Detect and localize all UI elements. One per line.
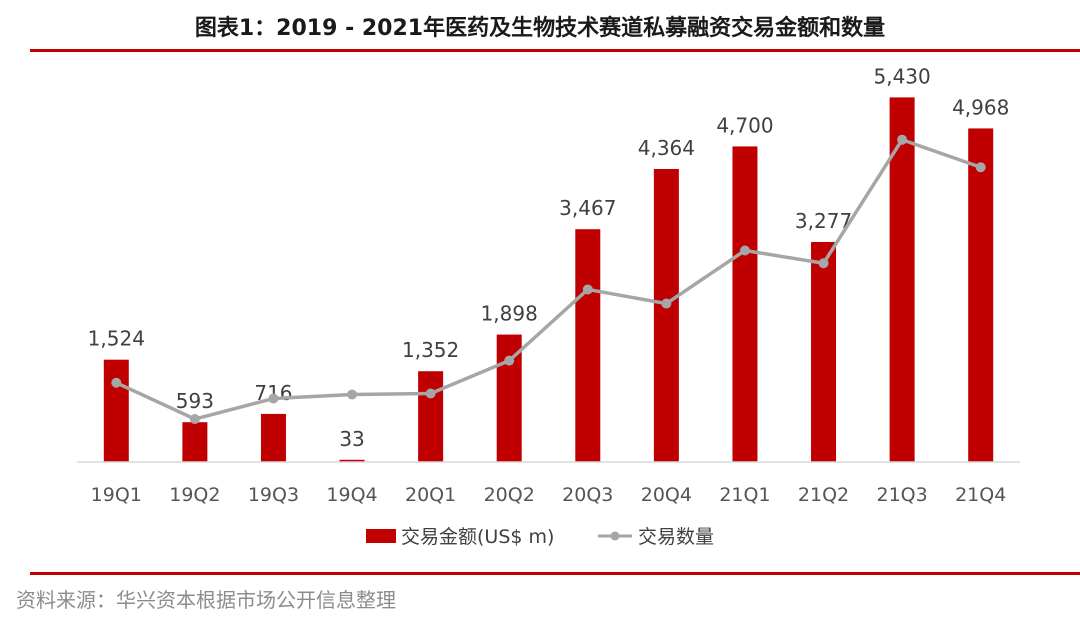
bar-19Q1 [103,359,129,462]
series-line-count [115,137,982,421]
line-point-20Q3 [582,284,593,295]
line-point-20Q1 [425,388,436,399]
source-note: 资料来源：华兴资本根据市场公开信息整理 [16,588,396,612]
x-tick-19Q3: 19Q3 [248,484,299,506]
legend-label-amount: 交易金额(US$ m) [401,526,554,548]
legend-label-count: 交易数量 [638,526,714,548]
x-tick-21Q1: 21Q1 [719,484,770,506]
bar-label-21Q2: 3,277 [795,209,852,233]
x-tick-20Q2: 20Q2 [484,484,535,506]
bar-label-19Q4: 33 [339,427,364,451]
line-point-20Q2 [504,355,515,366]
bar-label-21Q1: 4,700 [716,113,773,137]
line-point-21Q2 [818,258,829,269]
x-tick-20Q1: 20Q1 [405,484,456,506]
bar-label-20Q1: 1,352 [402,338,459,362]
bar-20Q4 [653,168,679,462]
line-point-21Q1 [739,245,750,256]
bar-19Q4 [339,459,365,462]
x-tick-20Q3: 20Q3 [562,484,613,506]
bar-label-20Q2: 1,898 [481,302,538,326]
bar-label-20Q4: 4,364 [638,136,695,160]
bar-21Q1 [732,146,758,462]
bar-20Q1 [418,371,444,462]
bar-label-20Q3: 3,467 [559,196,616,220]
bar-21Q4 [968,128,994,463]
bar-label-21Q3: 5,430 [873,64,930,88]
bar-label-19Q2: 593 [176,389,214,413]
legend-marker-count [610,531,620,541]
line-point-19Q2 [189,414,200,425]
title-divider [30,49,1080,52]
bar-label-19Q1: 1,524 [88,327,145,351]
line-point-19Q3 [268,393,279,404]
x-tick-21Q2: 21Q2 [798,484,849,506]
bar-19Q3 [260,413,286,462]
footer-divider [30,572,1080,575]
chart-title: 图表1：2019 - 2021年医药及生物技术赛道私募融资交易金额和数量 [194,16,886,41]
x-tick-19Q2: 19Q2 [169,484,220,506]
x-tick-20Q4: 20Q4 [641,484,692,506]
x-tick-19Q4: 19Q4 [326,484,377,506]
bar-20Q3 [575,229,601,462]
line-point-19Q4 [347,389,358,400]
bar-21Q2 [811,241,837,462]
x-tick-21Q4: 21Q4 [955,484,1006,506]
line-point-21Q3 [897,134,908,145]
bar-21Q3 [889,97,915,463]
line-point-21Q4 [975,162,986,173]
line-point-20Q4 [661,298,672,309]
x-tick-19Q1: 19Q1 [91,484,142,506]
bar-label-21Q4: 4,968 [952,95,1009,119]
line-point-19Q1 [111,377,122,388]
legend: 交易金额(US$ m) 交易数量 [366,526,714,548]
legend-swatch-amount [366,529,396,543]
x-tick-21Q3: 21Q3 [877,484,928,506]
bar-19Q2 [182,422,208,462]
